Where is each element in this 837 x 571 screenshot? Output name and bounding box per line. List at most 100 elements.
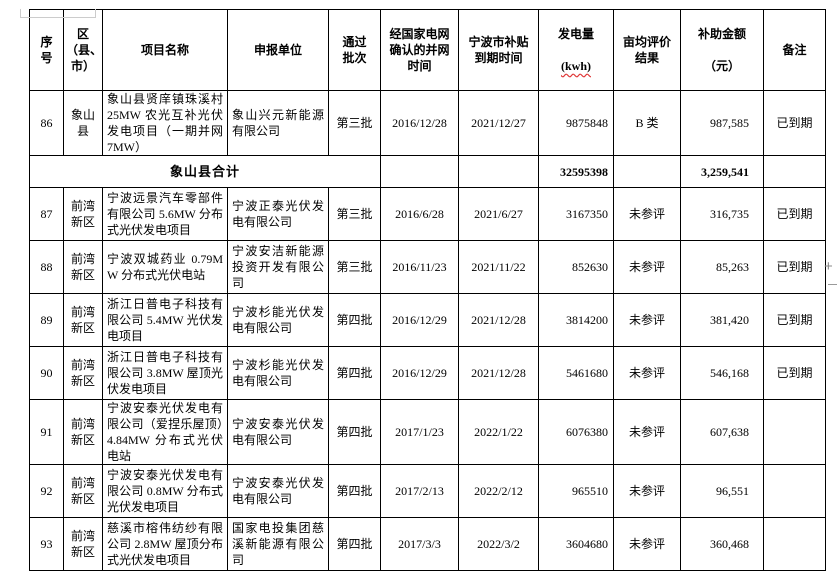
header-applicant[interactable]: 申报单位: [227, 9, 329, 91]
cell-evaluation[interactable]: 未参评: [613, 346, 681, 400]
cell-seq[interactable]: 88: [29, 240, 64, 294]
cell-project[interactable]: 宁波安泰光伏发电有限公司 0.8MW 分布式光伏发电项目: [102, 464, 228, 518]
cell-batch[interactable]: 第四批: [328, 517, 381, 571]
cell-evaluation[interactable]: 未参评: [613, 464, 681, 518]
cell-grid-date[interactable]: 2017/3/3: [380, 517, 459, 571]
cell-expiry-date[interactable]: 2022/1/22: [458, 399, 539, 465]
cell-project[interactable]: 浙江日普电子科技有限公司 3.8MW 屋顶光伏发电项目: [102, 346, 228, 400]
cell-batch[interactable]: 第三批: [328, 90, 381, 156]
cell-subsidy[interactable]: 96,551: [680, 464, 764, 518]
cell-seq[interactable]: 93: [29, 517, 64, 571]
cell-subsidy[interactable]: 85,263: [680, 240, 764, 294]
cell-district[interactable]: 前湾 新区: [63, 187, 103, 241]
cell-seq[interactable]: 92: [29, 464, 64, 518]
cell-remark[interactable]: 已到期: [763, 90, 826, 156]
cell-summary-remark-empty[interactable]: [763, 155, 826, 188]
cell-batch[interactable]: 第四批: [328, 464, 381, 518]
cell-summary-grid-date-empty[interactable]: [380, 155, 459, 188]
cell-expiry-date[interactable]: 2022/2/12: [458, 464, 539, 518]
cell-seq[interactable]: 87: [29, 187, 64, 241]
cell-evaluation[interactable]: 未参评: [613, 517, 681, 571]
cell-project[interactable]: 宁波安泰光伏发电有限公司（爱捏乐屋顶）4.84MW 分布式光伏电站: [102, 399, 228, 465]
cell-district[interactable]: 前湾 新区: [63, 346, 103, 400]
cell-applicant[interactable]: 象山兴元新能源有限公司: [227, 90, 329, 156]
cell-expiry-date[interactable]: 2021/12/28: [458, 346, 539, 400]
cell-grid-date[interactable]: 2017/1/23: [380, 399, 459, 465]
header-batch[interactable]: 通过 批次: [328, 9, 381, 91]
header-project[interactable]: 项目名称: [102, 9, 228, 91]
cell-seq[interactable]: 86: [29, 90, 64, 156]
header-district[interactable]: 区（县、 市）: [63, 9, 103, 91]
header-subsidy[interactable]: 补助金额 （元）: [680, 9, 764, 91]
cell-applicant[interactable]: 宁波安泰光伏发电有限公司: [227, 399, 329, 465]
cell-generation[interactable]: 3814200: [538, 293, 614, 347]
cell-remark[interactable]: 已到期: [763, 346, 826, 400]
cell-project[interactable]: 宁波远景汽车零部件有限公司 5.6MW 分布式光伏发电项目: [102, 187, 228, 241]
cell-district[interactable]: 前湾 新区: [63, 399, 103, 465]
cell-subsidy[interactable]: 381,420: [680, 293, 764, 347]
cell-applicant[interactable]: 宁波正泰光伏发电有限公司: [227, 187, 329, 241]
cell-generation[interactable]: 965510: [538, 464, 614, 518]
cell-batch[interactable]: 第三批: [328, 187, 381, 241]
cell-remark[interactable]: 已到期: [763, 187, 826, 241]
zoom-plus-control[interactable]: +: [824, 258, 833, 275]
cell-expiry-date[interactable]: 2021/11/22: [458, 240, 539, 294]
cell-district[interactable]: 前湾 新区: [63, 240, 103, 294]
cell-summary-evaluation-empty[interactable]: [613, 155, 681, 188]
cell-project[interactable]: 慈溪市榕伟纺纱有限公司 2.8MW 屋顶分布式光伏发电项目: [102, 517, 228, 571]
header-grid-date[interactable]: 经国家电网 确认的并网 时间: [380, 9, 459, 91]
cell-district[interactable]: 象山县: [63, 90, 103, 156]
cell-subsidy[interactable]: 546,168: [680, 346, 764, 400]
cell-seq[interactable]: 90: [29, 346, 64, 400]
cell-generation[interactable]: 3167350: [538, 187, 614, 241]
cell-generation[interactable]: 852630: [538, 240, 614, 294]
cell-generation[interactable]: 9875848: [538, 90, 614, 156]
cell-expiry-date[interactable]: 2021/12/28: [458, 293, 539, 347]
header-remark[interactable]: 备注: [763, 9, 826, 91]
cell-subsidy[interactable]: 987,585: [680, 90, 764, 156]
cell-grid-date[interactable]: 2016/12/28: [380, 90, 459, 156]
cell-batch[interactable]: 第四批: [328, 346, 381, 400]
cell-subsidy[interactable]: 360,468: [680, 517, 764, 571]
header-seq[interactable]: 序 号: [29, 9, 64, 91]
cell-remark[interactable]: [763, 399, 826, 465]
cell-subsidy[interactable]: 607,638: [680, 399, 764, 465]
cell-batch[interactable]: 第三批: [328, 240, 381, 294]
cell-subsidy[interactable]: 316,735: [680, 187, 764, 241]
cell-applicant[interactable]: 宁波杉能光伏发电有限公司: [227, 293, 329, 347]
cell-generation[interactable]: 6076380: [538, 399, 614, 465]
cell-district[interactable]: 前湾 新区: [63, 293, 103, 347]
cell-generation[interactable]: 3604680: [538, 517, 614, 571]
cell-applicant[interactable]: 国家电投集团慈溪新能源有限公司: [227, 517, 329, 571]
cell-project[interactable]: 宁波双城药业 0.79MW 分布式光伏电站: [102, 240, 228, 294]
cell-remark[interactable]: [763, 517, 826, 571]
cell-applicant[interactable]: 宁波安泰光伏发电有限公司: [227, 464, 329, 518]
cell-applicant[interactable]: 宁波杉能光伏发电有限公司: [227, 346, 329, 400]
cell-seq[interactable]: 89: [29, 293, 64, 347]
cell-evaluation[interactable]: 未参评: [613, 399, 681, 465]
cell-grid-date[interactable]: 2017/2/13: [380, 464, 459, 518]
cell-project[interactable]: 浙江日普电子科技有限公司 5.4MW 光伏发电项目: [102, 293, 228, 347]
cell-summary-expiry-date-empty[interactable]: [458, 155, 539, 188]
cell-evaluation[interactable]: 未参评: [613, 187, 681, 241]
cell-project[interactable]: 象山县贤庠镇珠溪村 25MW 农光互补光伏发电项目（一期并网 7MW）: [102, 90, 228, 156]
cell-summary-label[interactable]: 象山县合计: [29, 155, 381, 188]
header-generation[interactable]: 发电量 (kwh): [538, 9, 614, 91]
cell-seq[interactable]: 91: [29, 399, 64, 465]
cell-summary-generation[interactable]: 32595398: [538, 155, 614, 188]
cell-grid-date[interactable]: 2016/12/29: [380, 293, 459, 347]
cell-evaluation[interactable]: 未参评: [613, 240, 681, 294]
cell-district[interactable]: 前湾 新区: [63, 517, 103, 571]
cell-remark[interactable]: 已到期: [763, 240, 826, 294]
cell-expiry-date[interactable]: 2021/12/27: [458, 90, 539, 156]
cell-grid-date[interactable]: 2016/12/29: [380, 346, 459, 400]
cell-generation[interactable]: 5461680: [538, 346, 614, 400]
cell-summary-subsidy[interactable]: 3,259,541: [680, 155, 764, 188]
cell-applicant[interactable]: 宁波安洁新能源投资开发有限公司: [227, 240, 329, 294]
cell-expiry-date[interactable]: 2021/6/27: [458, 187, 539, 241]
cell-batch[interactable]: 第四批: [328, 293, 381, 347]
cell-evaluation[interactable]: B 类: [613, 90, 681, 156]
header-expiry-date[interactable]: 宁波市补贴 到期时间: [458, 9, 539, 91]
cell-district[interactable]: 前湾 新区: [63, 464, 103, 518]
header-evaluation[interactable]: 亩均评价 结果: [613, 9, 681, 91]
